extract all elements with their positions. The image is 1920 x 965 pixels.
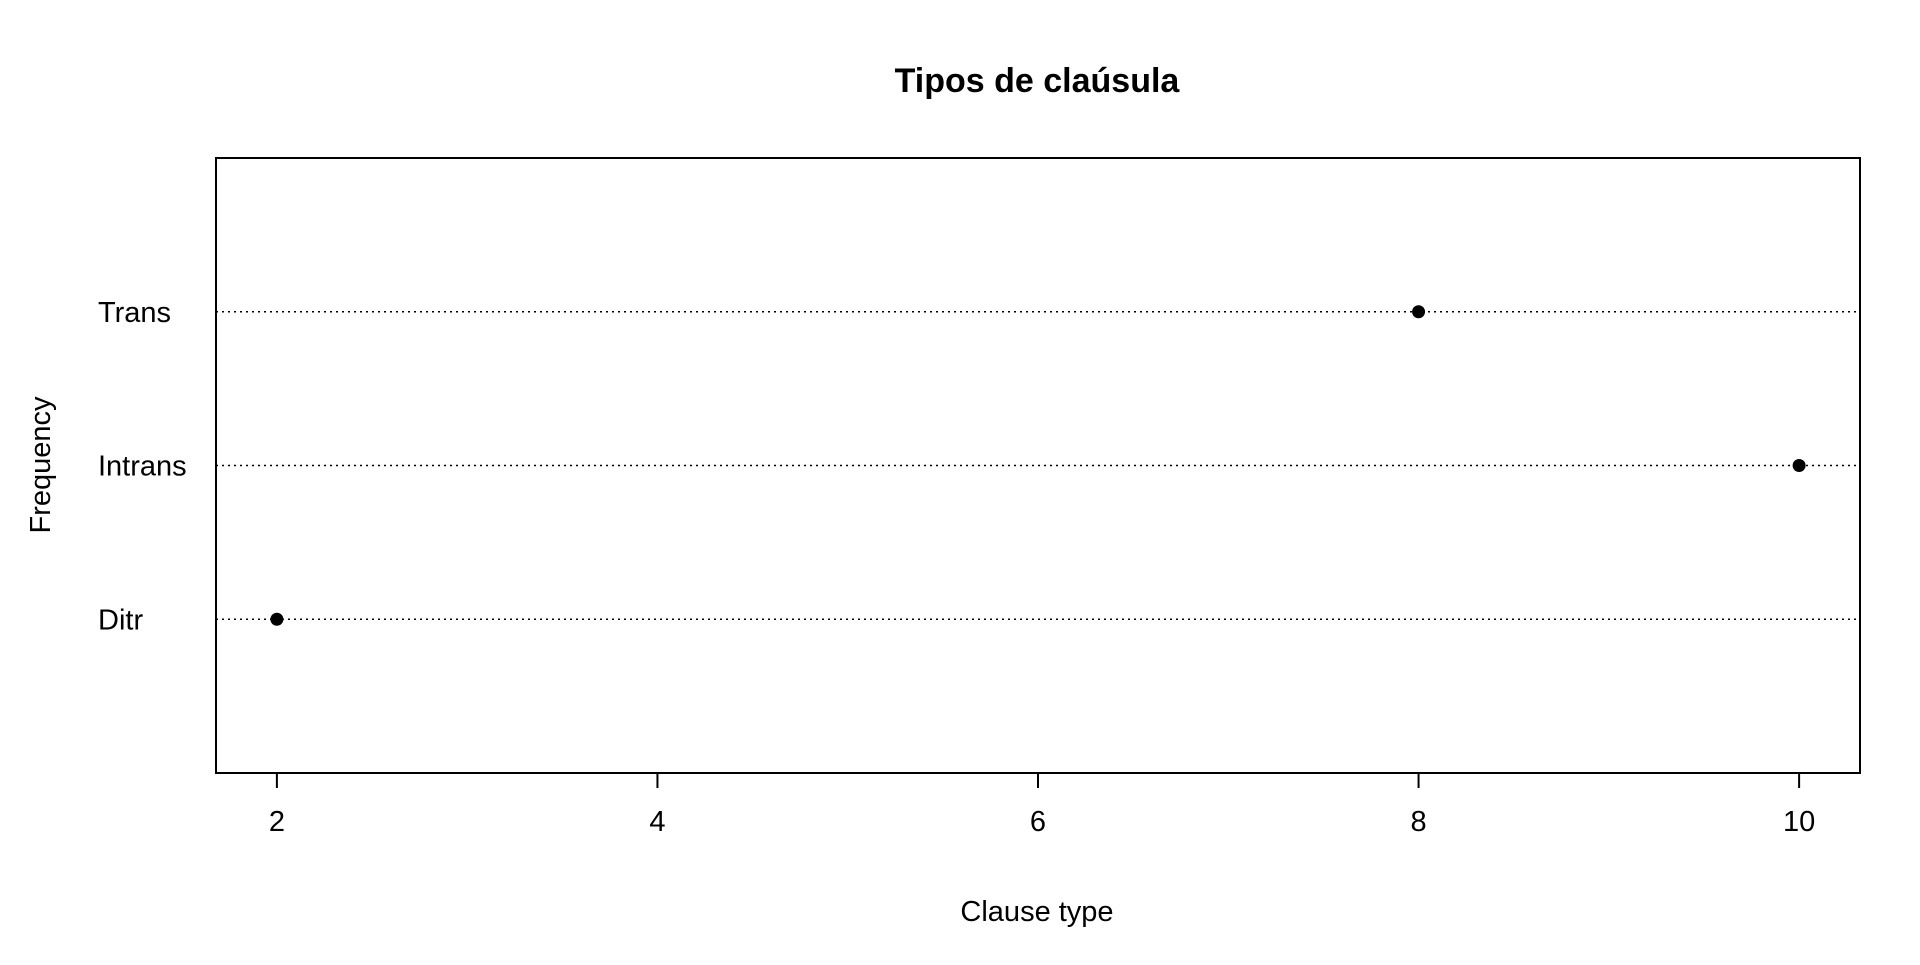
category-label-intrans: Intrans [98, 451, 187, 483]
gridlines [216, 311, 1860, 620]
data-points [270, 305, 1806, 626]
x-tick-label: 2 [269, 806, 285, 838]
category-label-ditr: Ditr [98, 604, 143, 636]
category-label-trans: Trans [98, 297, 171, 329]
chart-title: Tipos de claúsula [895, 62, 1181, 100]
category-labels: Trans Intrans Ditr [98, 297, 187, 637]
x-tick-label: 10 [1783, 806, 1815, 838]
x-axis-label: Clause type [960, 896, 1113, 928]
x-axis-ticks: 2 4 6 8 10 [269, 773, 1815, 838]
x-tick-label: 8 [1410, 806, 1426, 838]
x-tick-label: 6 [1030, 806, 1046, 838]
data-point-ditr [270, 612, 284, 626]
data-point-trans [1412, 305, 1426, 319]
data-point-intrans [1792, 459, 1806, 472]
x-tick-label: 4 [649, 806, 665, 838]
y-axis-label: Frequency [25, 396, 57, 534]
